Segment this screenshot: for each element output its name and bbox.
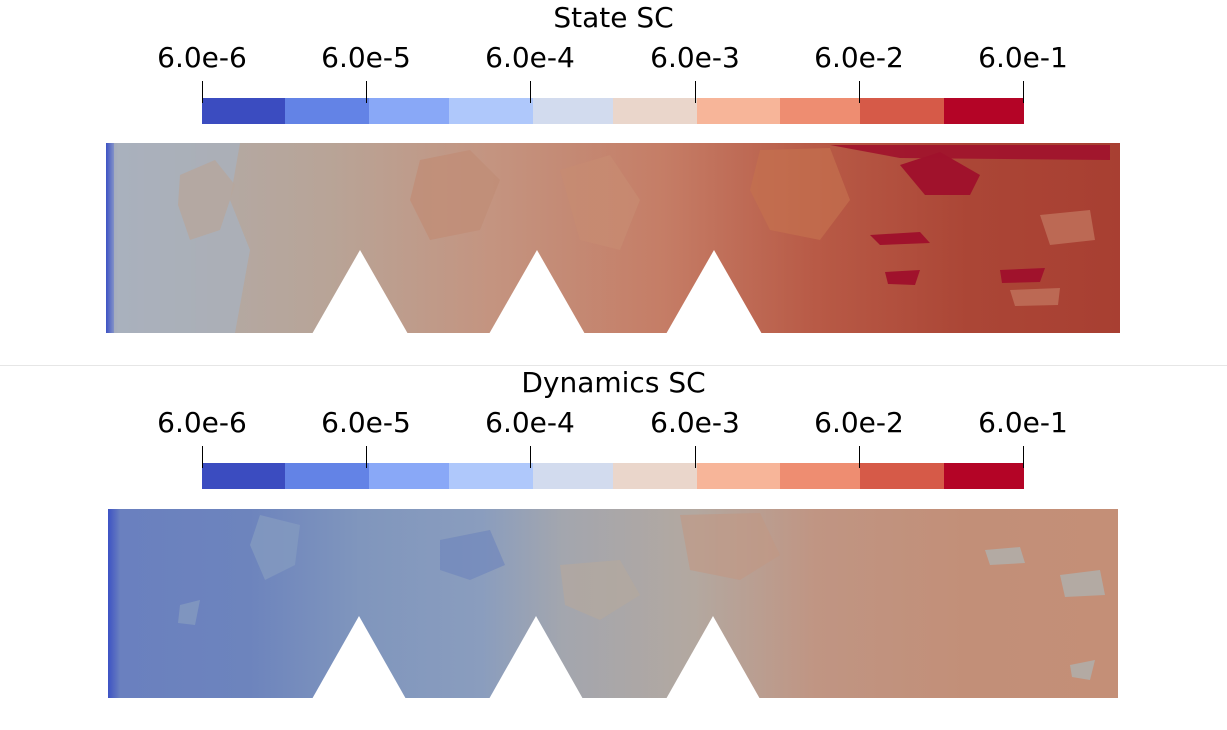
field-patch <box>830 145 1110 160</box>
field-patch <box>440 530 505 580</box>
colorbar-swatch <box>202 463 285 489</box>
colorbar-swatch <box>369 463 449 489</box>
colorbar-swatch <box>944 463 1024 489</box>
colorbar-tick-label: 6.0e-1 <box>978 41 1068 74</box>
field-patch <box>410 150 500 240</box>
field-patch <box>680 513 780 580</box>
colorbar-swatch <box>613 98 697 124</box>
colorbar-tick <box>202 81 203 103</box>
colorbar-swatch <box>533 98 613 124</box>
colorbar-tick-label: 6.0e-3 <box>650 41 740 74</box>
field-patch <box>560 560 640 620</box>
colorbar-swatch <box>697 98 780 124</box>
triangle-cutout <box>312 250 408 334</box>
state-sc-panel: State SC 6.0e-6 6.0e-5 6.0e-4 6.0e-3 6.0… <box>106 1 1120 334</box>
colorbar-swatch <box>697 463 780 489</box>
colorbar-tick <box>530 446 531 468</box>
triangle-cutout <box>666 250 762 334</box>
field-patch <box>250 515 300 580</box>
field-patch <box>178 160 235 240</box>
triangle-cutout <box>312 616 406 699</box>
colorbar-tick <box>859 81 860 103</box>
field-patch <box>1000 268 1045 283</box>
colorbar-swatch <box>202 98 285 124</box>
colorbar-swatch <box>860 463 944 489</box>
field-patch <box>1010 288 1060 306</box>
field-patch <box>885 270 920 285</box>
field-patch <box>750 148 850 240</box>
colorbar-tick <box>695 81 696 103</box>
panel-divider <box>0 365 1227 366</box>
colorbar-tick <box>202 446 203 468</box>
colorbar-tick <box>366 446 367 468</box>
colorbar-swatch <box>449 463 533 489</box>
colorbar-tick-label: 6.0e-2 <box>814 406 904 439</box>
field-patch <box>1070 660 1095 680</box>
colorbar-tick-label: 6.0e-2 <box>814 41 904 74</box>
colorbar-tick-label: 6.0e-4 <box>485 406 575 439</box>
colorbar-tick <box>530 81 531 103</box>
colorbar-tick <box>1023 81 1024 103</box>
colorbar-swatch <box>780 98 860 124</box>
colorbar-tick <box>695 446 696 468</box>
colorbar <box>202 463 1024 489</box>
dynamics-sc-panel: Dynamics SC 6.0e-6 6.0e-5 6.0e-4 6.0e-3 … <box>0 365 1227 730</box>
field-patch <box>560 155 640 250</box>
field-patch <box>114 143 250 333</box>
colorbar-tick <box>859 446 860 468</box>
colorbar-tick-label: 6.0e-3 <box>650 406 740 439</box>
triangle-cutout <box>489 616 583 699</box>
dynamics-sc-field <box>108 509 1118 699</box>
colorbar-tick-label: 6.0e-6 <box>157 406 247 439</box>
colorbar <box>202 98 1024 124</box>
panel-title: Dynamics SC <box>521 366 706 399</box>
field-patch <box>900 152 980 195</box>
field-patch <box>870 232 930 245</box>
colorbar-swatch <box>449 98 533 124</box>
field-patch <box>1040 210 1095 245</box>
colorbar-swatch <box>533 463 613 489</box>
field-patch <box>178 600 200 625</box>
colorbar-swatch <box>285 98 369 124</box>
colorbar-swatch <box>780 463 860 489</box>
colorbar-swatch <box>369 98 449 124</box>
colorbar-tick <box>366 81 367 103</box>
colorbar-swatch <box>860 98 944 124</box>
colorbar-tick-label: 6.0e-1 <box>978 406 1068 439</box>
colorbar-tick <box>1023 446 1024 468</box>
colorbar-swatch <box>613 463 697 489</box>
colorbar-swatch <box>944 98 1024 124</box>
panel-title: State SC <box>553 1 674 34</box>
triangle-cutout <box>489 250 585 334</box>
colorbar-tick-label: 6.0e-4 <box>485 41 575 74</box>
field-patch <box>1060 570 1105 597</box>
triangle-cutout <box>666 616 760 699</box>
state-sc-field <box>106 143 1120 334</box>
field-patch <box>985 547 1025 565</box>
colorbar-swatch <box>285 463 369 489</box>
colorbar-tick-label: 6.0e-6 <box>157 41 247 74</box>
colorbar-tick-label: 6.0e-5 <box>321 406 411 439</box>
colorbar-tick-label: 6.0e-5 <box>321 41 411 74</box>
